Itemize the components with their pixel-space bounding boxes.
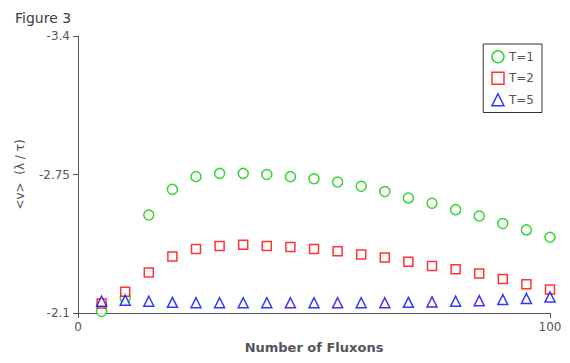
svg-text:-3.4: -3.4 bbox=[47, 29, 70, 43]
svg-text:Figure 3: Figure 3 bbox=[15, 10, 71, 26]
svg-text:100: 100 bbox=[539, 320, 562, 334]
svg-text:T=2: T=2 bbox=[508, 71, 534, 85]
svg-text:-2.1: -2.1 bbox=[47, 306, 70, 320]
svg-text:T=1: T=1 bbox=[508, 50, 534, 64]
svg-text:T=5: T=5 bbox=[508, 93, 534, 107]
svg-text:<v> (λ / τ): <v> (λ / τ) bbox=[13, 139, 27, 209]
svg-text:-2.75: -2.75 bbox=[39, 168, 70, 182]
svg-text:Number of Fluxons: Number of Fluxons bbox=[245, 340, 384, 355]
svg-text:0: 0 bbox=[74, 320, 82, 334]
